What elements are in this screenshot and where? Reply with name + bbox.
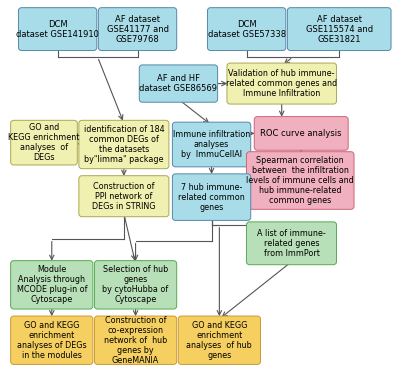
Text: Module
Analysis through
MCODE plug-in of
Cytoscape: Module Analysis through MCODE plug-in of… <box>16 265 87 304</box>
Text: GO and
KEGG enrichment
analyses  of
DEGs: GO and KEGG enrichment analyses of DEGs <box>8 123 80 162</box>
FancyBboxPatch shape <box>11 316 93 364</box>
Text: Spearman correlation
between  the infiltration
levels of immune cells and
hub im: Spearman correlation between the infiltr… <box>246 156 354 205</box>
FancyBboxPatch shape <box>227 63 336 104</box>
Text: GO and KEGG
enrichment
analyses of DEGs
in the modules: GO and KEGG enrichment analyses of DEGs … <box>17 321 87 360</box>
FancyBboxPatch shape <box>11 261 93 309</box>
Text: AF dataset
GSE41177 and
GSE79768: AF dataset GSE41177 and GSE79768 <box>107 15 168 44</box>
FancyBboxPatch shape <box>79 120 169 169</box>
Text: DCM
dataset GSE141910: DCM dataset GSE141910 <box>16 19 99 39</box>
Text: identification of 184
common DEGs of
the datasets
by"limma" package: identification of 184 common DEGs of the… <box>83 125 164 164</box>
Text: AF and HF
dataset GSE86569: AF and HF dataset GSE86569 <box>140 74 217 93</box>
FancyBboxPatch shape <box>254 117 348 150</box>
Text: GO and KEGG
enrichment
analyses  of hub
genes: GO and KEGG enrichment analyses of hub g… <box>186 321 252 360</box>
Text: Validation of hub immune-
related common genes and
Immune Infiltration: Validation of hub immune- related common… <box>226 69 337 98</box>
Text: DCM
dataset GSE57338: DCM dataset GSE57338 <box>208 19 286 39</box>
FancyBboxPatch shape <box>98 8 177 50</box>
Text: Immune infiltration
analyses
by  ImmuCellAI: Immune infiltration analyses by ImmuCell… <box>173 130 250 159</box>
FancyBboxPatch shape <box>95 316 177 364</box>
Text: A list of immune-
related genes
from ImmPort: A list of immune- related genes from Imm… <box>257 229 326 258</box>
Text: Selection of hub
genes
by cytoHubba of
Cytoscape: Selection of hub genes by cytoHubba of C… <box>102 265 169 304</box>
FancyBboxPatch shape <box>18 8 97 50</box>
FancyBboxPatch shape <box>247 152 354 209</box>
Text: ROC curve analysis: ROC curve analysis <box>261 129 342 138</box>
FancyBboxPatch shape <box>207 8 286 50</box>
FancyBboxPatch shape <box>139 65 218 102</box>
FancyBboxPatch shape <box>178 316 261 364</box>
Text: AF dataset
GSE115574 and
GSE31821: AF dataset GSE115574 and GSE31821 <box>306 15 373 44</box>
FancyBboxPatch shape <box>172 122 251 167</box>
FancyBboxPatch shape <box>172 174 251 220</box>
FancyBboxPatch shape <box>288 8 391 50</box>
FancyBboxPatch shape <box>79 176 169 217</box>
Text: Construction of
PPI network of
DEGs in STRING: Construction of PPI network of DEGs in S… <box>92 182 156 211</box>
FancyBboxPatch shape <box>95 261 177 309</box>
Text: Construction of
co-expression
network of  hub
genes by
GeneMANIA: Construction of co-expression network of… <box>104 316 167 365</box>
Text: 7 hub immune-
related common
genes: 7 hub immune- related common genes <box>178 182 245 211</box>
FancyBboxPatch shape <box>11 120 77 165</box>
FancyBboxPatch shape <box>247 222 336 265</box>
